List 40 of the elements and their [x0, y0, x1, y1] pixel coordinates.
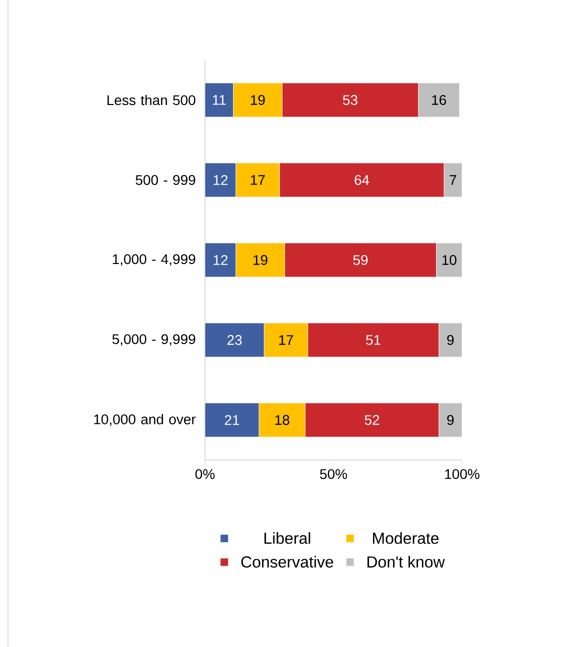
legend-label: Conservative [241, 556, 334, 568]
bar [205, 242, 236, 278]
data-label: 53 [342, 95, 358, 105]
data-label: 12 [214, 255, 228, 265]
y-tick-label: Less than 500 [108, 94, 196, 106]
bar [205, 402, 260, 438]
x-tick-label: 50% [320, 469, 348, 480]
bar [205, 162, 236, 198]
legend-label: Moderate [373, 532, 439, 544]
y-tick-label: 5,000 - 9,999 [112, 334, 196, 346]
data-label: 52 [364, 415, 380, 425]
data-label: 18 [275, 415, 290, 425]
y-tick-label: 1,000 - 4,999 [112, 254, 196, 266]
data-label: 64 [354, 175, 370, 185]
data-label: 21 [224, 415, 240, 425]
data-label: 7 [450, 175, 456, 185]
legend-label: Don't know [368, 556, 445, 568]
bar [418, 82, 460, 118]
y-tick-label: 10,000 and over [94, 414, 196, 426]
data-label: 51 [366, 335, 380, 345]
legend-label: Liberal [264, 532, 310, 544]
x-tick-label: 0% [195, 469, 215, 480]
data-label: 17 [279, 335, 294, 345]
bar [205, 82, 234, 118]
y-tick-label: 500 - 999 [136, 175, 196, 185]
bar [438, 322, 462, 358]
data-label: 12 [214, 175, 228, 185]
data-label: 19 [254, 255, 268, 265]
x-tick-label: 100% [445, 469, 480, 480]
data-label: 16 [432, 95, 446, 105]
data-label: 10 [442, 255, 456, 265]
data-label: 23 [227, 335, 242, 345]
data-label: 19 [250, 95, 265, 105]
data-label: 9 [447, 335, 454, 345]
bar [438, 402, 462, 438]
data-label: 11 [212, 95, 226, 105]
bar [205, 322, 264, 358]
data-label: 17 [250, 175, 265, 185]
data-label: 9 [447, 415, 454, 425]
data-label: 59 [353, 255, 368, 265]
